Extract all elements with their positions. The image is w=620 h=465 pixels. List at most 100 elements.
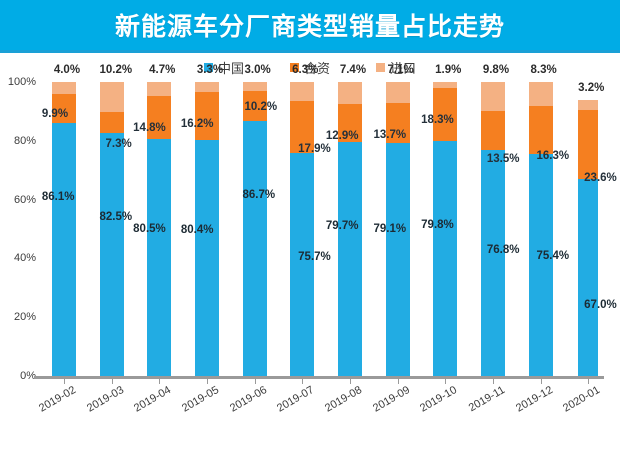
bar-group[interactable] — [290, 82, 315, 384]
x-axis-tick-label: 2019-08 — [322, 384, 364, 415]
bar-segment-joint-venture[interactable] — [578, 109, 599, 180]
bar-segment-joint-venture[interactable] — [433, 87, 458, 142]
stacked-bar[interactable] — [242, 82, 267, 376]
bar-group[interactable] — [51, 82, 76, 384]
legend-label-joint-venture: 合资 — [303, 60, 330, 76]
bar-group[interactable] — [480, 81, 505, 384]
stacked-bar[interactable] — [385, 82, 410, 376]
x-axis-tick-mark — [540, 379, 542, 384]
bar-segment-china[interactable] — [147, 139, 172, 376]
bar-segment-import[interactable] — [578, 100, 599, 110]
bar-segment-import[interactable] — [480, 81, 505, 111]
bar-segment-joint-venture[interactable] — [480, 110, 505, 151]
header-banner: 新能源车分厂商类型销量占比走势 — [0, 0, 620, 53]
x-axis-tick-mark — [254, 379, 256, 384]
chart-legend: 中国 合资 进口 — [0, 57, 620, 77]
bar-segment-import[interactable] — [528, 82, 553, 107]
legend-item-joint-venture[interactable]: 合资 — [289, 58, 330, 77]
stacked-bar[interactable] — [194, 82, 219, 376]
bar-segment-china[interactable] — [51, 122, 76, 376]
stacked-bar[interactable] — [578, 100, 599, 376]
x-axis-tick-label: 2019-10 — [418, 384, 460, 415]
data-label-china: 86.7% — [242, 189, 276, 202]
bar-segment-joint-venture[interactable] — [147, 95, 172, 140]
data-label-import: 3.0% — [244, 64, 271, 77]
data-label-china: 86.1% — [41, 190, 75, 203]
data-label-china: 80.4% — [180, 223, 214, 236]
bar-segment-joint-venture[interactable] — [385, 103, 410, 144]
y-axis-tick-label: 100% — [7, 76, 36, 88]
stacked-bar[interactable] — [147, 82, 172, 376]
data-label-joint-venture: 10.2% — [244, 101, 278, 114]
bar-segment-china[interactable] — [194, 139, 219, 376]
stacked-bar[interactable] — [99, 82, 124, 376]
bar-segment-china[interactable] — [337, 141, 362, 376]
bar-group[interactable] — [242, 82, 267, 384]
data-label-import: 8.3% — [530, 64, 557, 76]
bar-group[interactable] — [194, 82, 219, 384]
bar-segment-joint-venture[interactable] — [99, 112, 124, 134]
square-swatch-icon — [376, 62, 385, 72]
data-label-joint-venture: 12.9% — [325, 129, 359, 142]
bar-segment-joint-venture[interactable] — [290, 100, 315, 154]
bar-segment-import[interactable] — [194, 82, 219, 92]
bar-segment-import[interactable] — [290, 82, 315, 101]
data-label-china: 82.5% — [99, 211, 133, 224]
bar-segment-import[interactable] — [51, 82, 76, 94]
data-label-joint-venture: 23.6% — [584, 171, 617, 184]
y-axis-tick-label: 40% — [13, 252, 36, 265]
bars-layer: 4.0% 9.9% 86.1% 10.2% 7.3% 82.5% 4.7% 14.8% 80.5… — [40, 64, 617, 384]
data-label-joint-venture: 18.3% — [421, 113, 454, 126]
data-label-import: 3.2% — [578, 82, 605, 95]
bar-segment-joint-venture[interactable] — [337, 103, 362, 142]
bar-group[interactable] — [578, 82, 599, 384]
data-label-import: 10.2% — [99, 64, 133, 76]
stacked-bar[interactable] — [290, 82, 315, 376]
bar-group[interactable] — [385, 82, 410, 384]
bar-group[interactable] — [99, 82, 124, 384]
x-axis-tick-label: 2020-01 — [561, 384, 603, 415]
stacked-bar[interactable] — [337, 82, 362, 376]
bar-segment-china[interactable] — [385, 143, 410, 376]
bar-segment-china[interactable] — [99, 133, 124, 376]
stacked-bar[interactable] — [528, 82, 553, 376]
y-axis-tick-label: 0% — [20, 370, 36, 382]
legend-item-china[interactable]: 中国 — [203, 58, 244, 77]
bar-group[interactable] — [528, 82, 553, 384]
x-axis-tick-mark — [492, 379, 494, 384]
bar-group[interactable] — [147, 82, 172, 384]
legend-label-import: 进口 — [390, 60, 417, 76]
bar-segment-joint-venture[interactable] — [194, 92, 219, 140]
stacked-bar[interactable] — [51, 82, 76, 376]
data-label-import: 1.9% — [435, 64, 462, 76]
bar-segment-import[interactable] — [147, 82, 172, 96]
stacked-bar[interactable] — [433, 82, 458, 376]
x-axis-tick-mark — [397, 379, 399, 384]
data-label-import: 7.1% — [387, 64, 414, 77]
y-axis-tick-label: 80% — [13, 134, 36, 147]
bar-group[interactable] — [433, 82, 458, 384]
stacked-bar[interactable] — [480, 81, 505, 376]
bar-segment-import[interactable] — [242, 82, 267, 92]
x-axis-tick-label: 2019-12 — [513, 384, 555, 415]
bar-group[interactable] — [337, 82, 362, 384]
bar-segment-china[interactable] — [578, 179, 599, 376]
bar-segment-china[interactable] — [433, 141, 458, 376]
bar-segment-joint-venture[interactable] — [51, 93, 76, 123]
bar-segment-joint-venture[interactable] — [528, 106, 553, 155]
bar-segment-import[interactable] — [99, 82, 124, 112]
bar-segment-china[interactable] — [290, 153, 315, 376]
legend-item-import[interactable]: 进口 — [376, 58, 416, 77]
bar-segment-joint-venture[interactable] — [242, 91, 267, 122]
bar-segment-china[interactable] — [480, 150, 505, 376]
bar-segment-import[interactable] — [433, 82, 458, 88]
data-label-joint-venture: 9.9% — [41, 107, 69, 120]
y-axis: 0% 20% 40% 60% 80% 100% — [0, 76, 40, 382]
bar-segment-china[interactable] — [242, 121, 267, 376]
data-label-joint-venture: 16.3% — [536, 150, 570, 163]
bar-segment-import[interactable] — [385, 82, 410, 104]
bar-segment-china[interactable] — [528, 154, 553, 376]
data-label-china: 80.5% — [133, 223, 166, 236]
bar-segment-import[interactable] — [337, 82, 362, 104]
